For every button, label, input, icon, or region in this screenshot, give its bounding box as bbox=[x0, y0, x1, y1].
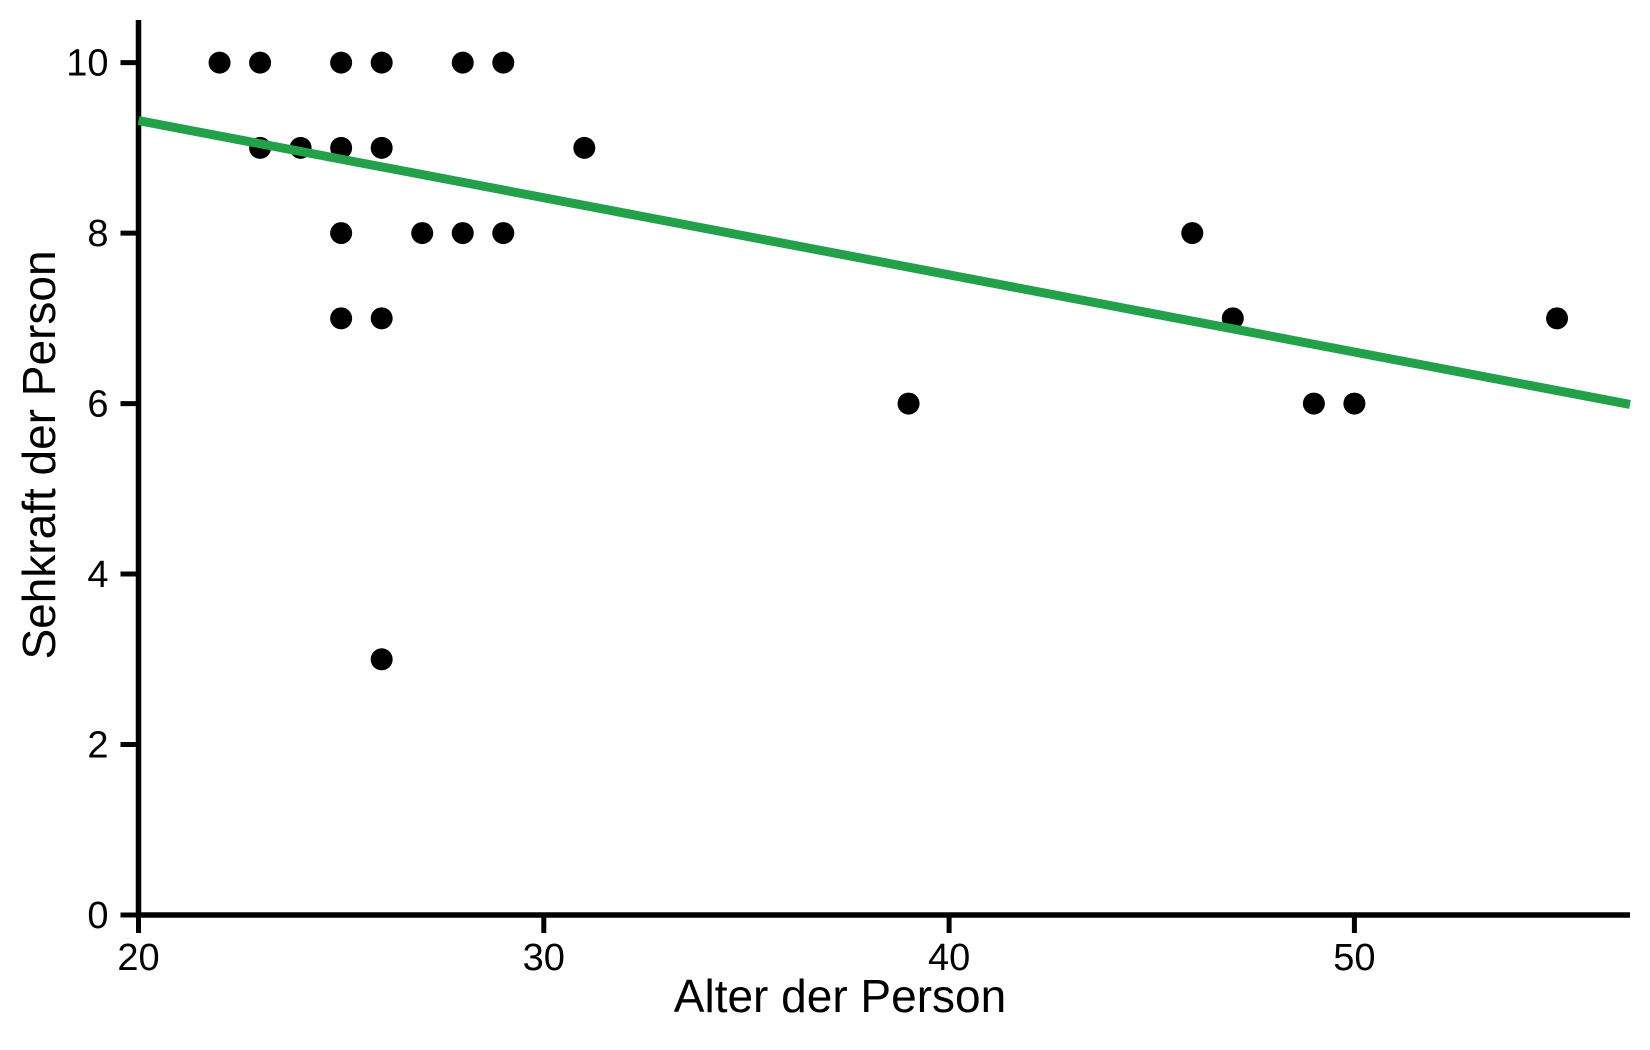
x-tick-label: 40 bbox=[928, 937, 970, 979]
data-point bbox=[1302, 392, 1325, 415]
data-point bbox=[1181, 222, 1204, 245]
y-tick-label: 2 bbox=[87, 725, 108, 767]
data-point bbox=[330, 51, 353, 74]
x-tick-label: 30 bbox=[523, 937, 565, 979]
y-tick-label: 10 bbox=[66, 43, 108, 85]
data-point bbox=[370, 648, 393, 671]
data-point bbox=[1343, 392, 1366, 415]
trend-line bbox=[137, 116, 1631, 409]
y-tick-label: 0 bbox=[87, 895, 108, 937]
x-axis-title: Alter der Person bbox=[674, 970, 1006, 1022]
data-point bbox=[330, 307, 353, 330]
data-point bbox=[208, 51, 231, 74]
data-point bbox=[1546, 307, 1569, 330]
data-point bbox=[897, 392, 920, 415]
plot-dynamic-layer: 20 30 40 50 0 2 4 6 8 10 bbox=[66, 20, 1631, 979]
y-tick-label: 4 bbox=[87, 554, 108, 596]
data-point bbox=[451, 51, 474, 74]
data-point bbox=[370, 51, 393, 74]
x-tick-label: 50 bbox=[1333, 937, 1375, 979]
y-tick-label: 8 bbox=[87, 213, 108, 255]
data-point bbox=[492, 222, 515, 245]
data-point bbox=[249, 51, 272, 74]
data-point bbox=[330, 222, 353, 245]
data-point bbox=[573, 136, 596, 159]
y-axis-title: Sehkraft der Person bbox=[13, 250, 65, 659]
x-tick-label: 20 bbox=[117, 937, 159, 979]
data-point bbox=[370, 136, 393, 159]
data-point bbox=[370, 307, 393, 330]
data-point bbox=[492, 51, 515, 74]
y-tick-label: 6 bbox=[87, 384, 108, 426]
data-point bbox=[451, 222, 474, 245]
data-point bbox=[330, 136, 353, 159]
data-point bbox=[411, 222, 434, 245]
